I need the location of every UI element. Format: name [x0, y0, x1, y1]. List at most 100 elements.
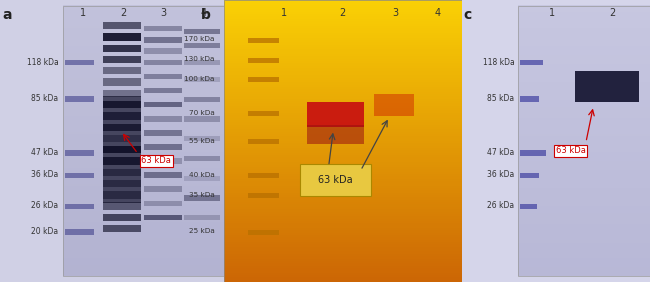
Bar — [518, 228, 650, 231]
Bar — [518, 147, 650, 150]
Bar — [518, 224, 650, 227]
Bar — [224, 114, 462, 118]
Bar — [63, 274, 224, 276]
Bar — [518, 116, 650, 118]
Bar — [518, 10, 650, 12]
Text: a: a — [2, 8, 12, 23]
Bar — [224, 202, 462, 204]
Bar — [518, 12, 650, 15]
Bar — [63, 237, 224, 240]
Bar — [63, 208, 224, 211]
Bar — [224, 75, 462, 78]
Bar — [224, 152, 462, 155]
Bar — [63, 224, 224, 227]
Bar — [63, 265, 224, 267]
Bar — [184, 116, 220, 122]
Bar — [518, 59, 650, 62]
Bar — [518, 174, 650, 177]
Bar — [224, 227, 462, 230]
Bar — [518, 269, 650, 272]
Bar — [518, 89, 650, 91]
Bar — [518, 213, 650, 215]
Bar — [518, 75, 650, 78]
Text: 1: 1 — [549, 8, 555, 18]
Bar — [63, 14, 224, 17]
Bar — [518, 84, 650, 87]
Bar — [63, 41, 224, 44]
Text: 35 kDa: 35 kDa — [189, 191, 214, 198]
Bar — [518, 242, 650, 245]
Bar — [224, 267, 462, 270]
Bar — [224, 246, 462, 249]
Bar — [103, 56, 141, 63]
Bar — [248, 77, 279, 82]
Bar — [518, 258, 650, 261]
Bar — [63, 125, 224, 127]
Bar — [518, 165, 650, 168]
Bar — [144, 215, 181, 220]
Bar — [103, 90, 141, 97]
Bar — [63, 258, 224, 261]
Bar — [518, 219, 650, 222]
FancyBboxPatch shape — [300, 164, 371, 196]
Bar — [518, 195, 650, 197]
Bar — [224, 244, 462, 247]
Text: 3: 3 — [161, 8, 167, 18]
Bar — [518, 152, 650, 155]
Bar — [224, 133, 462, 136]
Bar — [63, 192, 224, 195]
Bar — [518, 226, 650, 229]
Bar — [224, 42, 462, 45]
Bar — [224, 241, 462, 244]
Bar — [518, 190, 650, 193]
Bar — [63, 64, 224, 67]
Bar — [63, 75, 224, 78]
Bar — [224, 91, 462, 94]
Bar — [518, 37, 650, 39]
Bar — [103, 112, 141, 120]
Bar — [65, 60, 94, 65]
Bar — [518, 46, 650, 49]
Bar — [224, 199, 462, 202]
Bar — [518, 188, 650, 191]
Bar — [224, 11, 462, 14]
Bar — [518, 34, 650, 37]
Text: 26 kDa: 26 kDa — [31, 201, 58, 210]
Bar — [518, 271, 650, 274]
Bar — [224, 237, 462, 240]
Bar — [520, 204, 537, 209]
Bar — [248, 58, 279, 63]
Bar — [518, 16, 650, 19]
Text: 4: 4 — [435, 8, 441, 18]
Bar — [144, 26, 181, 31]
Bar — [63, 66, 224, 69]
Bar — [184, 97, 220, 102]
Bar — [518, 274, 650, 276]
Bar — [518, 149, 650, 152]
Bar — [518, 113, 650, 116]
Bar — [63, 165, 224, 168]
Bar — [518, 86, 650, 89]
Bar — [63, 260, 224, 263]
Bar — [63, 73, 224, 76]
Text: 118 kDa: 118 kDa — [482, 58, 514, 67]
Bar — [63, 70, 224, 73]
Bar — [518, 61, 650, 64]
Bar — [63, 246, 224, 249]
Bar — [518, 262, 650, 265]
Text: 63 kDa: 63 kDa — [318, 175, 353, 186]
Bar — [518, 19, 650, 21]
Bar — [224, 234, 462, 237]
Bar — [224, 23, 462, 26]
Bar — [103, 78, 141, 86]
Bar — [518, 231, 650, 233]
Bar — [63, 190, 224, 193]
Bar — [224, 176, 462, 179]
Bar — [144, 74, 181, 79]
Bar — [184, 77, 220, 82]
Bar — [63, 86, 224, 89]
Bar — [518, 14, 650, 17]
Bar — [518, 215, 650, 218]
Bar — [518, 131, 650, 134]
Bar — [63, 197, 224, 200]
